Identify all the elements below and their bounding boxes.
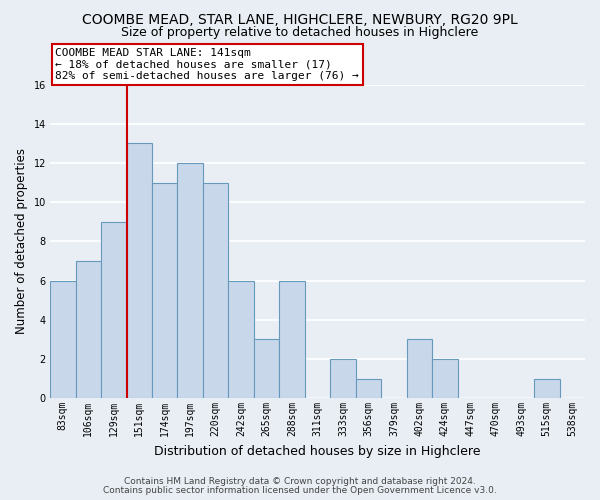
Bar bbox=[127, 144, 152, 398]
X-axis label: Distribution of detached houses by size in Highclere: Distribution of detached houses by size … bbox=[154, 444, 481, 458]
Y-axis label: Number of detached properties: Number of detached properties bbox=[15, 148, 28, 334]
Bar bbox=[280, 280, 305, 398]
Text: Size of property relative to detached houses in Highclere: Size of property relative to detached ho… bbox=[121, 26, 479, 39]
Text: Contains public sector information licensed under the Open Government Licence v3: Contains public sector information licen… bbox=[103, 486, 497, 495]
Bar bbox=[178, 163, 203, 398]
Bar bbox=[432, 359, 458, 398]
Bar bbox=[101, 222, 127, 398]
Bar bbox=[254, 340, 280, 398]
Bar bbox=[229, 280, 254, 398]
Bar bbox=[407, 340, 432, 398]
Bar bbox=[50, 280, 76, 398]
Text: COOMBE MEAD, STAR LANE, HIGHCLERE, NEWBURY, RG20 9PL: COOMBE MEAD, STAR LANE, HIGHCLERE, NEWBU… bbox=[82, 12, 518, 26]
Bar bbox=[152, 182, 178, 398]
Text: Contains HM Land Registry data © Crown copyright and database right 2024.: Contains HM Land Registry data © Crown c… bbox=[124, 477, 476, 486]
Bar bbox=[534, 378, 560, 398]
Bar bbox=[203, 182, 229, 398]
Bar bbox=[76, 261, 101, 398]
Text: COOMBE MEAD STAR LANE: 141sqm
← 18% of detached houses are smaller (17)
82% of s: COOMBE MEAD STAR LANE: 141sqm ← 18% of d… bbox=[55, 48, 359, 82]
Bar bbox=[356, 378, 381, 398]
Bar bbox=[330, 359, 356, 398]
